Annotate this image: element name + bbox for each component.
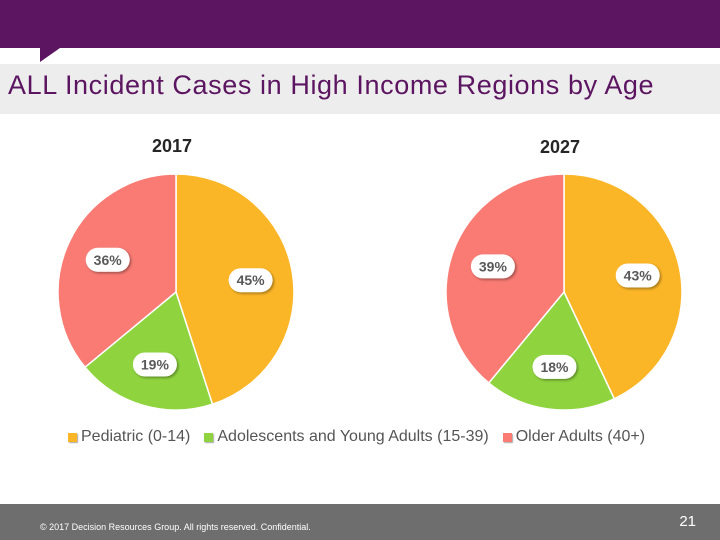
chart-title-2027: 2027 (540, 137, 580, 157)
pie-slice-adolescents-2017 (84, 290, 214, 411)
pie-charts: 45% 19% 36% 2017 43% 18% 39% 2027 (57, 136, 683, 411)
header-bar (0, 0, 720, 48)
data-label-older-2017: 36% (85, 247, 130, 272)
legend-swatch-pediatric (68, 432, 77, 442)
legend-label-older: Older Adults (40+) (515, 428, 646, 445)
header-notch (40, 48, 60, 62)
title-band (0, 64, 720, 114)
legend-label-adolescents: Adolescents and Young Adults (15-39) (217, 428, 489, 445)
footer-bar: © 2017 Decision Resources Group. All rig… (0, 504, 720, 540)
data-label-pediatric-2017: 45% (228, 268, 273, 293)
legend-item-pediatric: Pediatric (0-14) (68, 428, 190, 446)
pie-slice-adolescents-2027 (487, 290, 616, 411)
data-label-adolescents-2017: 19% (132, 352, 177, 377)
svg-text:45%: 45% (237, 272, 266, 288)
chart-title-2017: 2017 (152, 136, 192, 156)
svg-text:18%: 18% (540, 359, 569, 375)
svg-text:36%: 36% (94, 252, 123, 268)
data-label-older-2027: 39% (470, 254, 515, 279)
legend-label-pediatric: Pediatric (0-14) (81, 428, 191, 445)
legend-item-adolescents: Adolescents and Young Adults (15-39) (204, 428, 489, 446)
pie-slice-older-2027 (445, 173, 565, 384)
data-label-adolescents-2027: 18% (532, 354, 577, 379)
page-number: 21 (679, 513, 696, 530)
svg-text:19%: 19% (141, 357, 170, 373)
data-label-pediatric-2027: 43% (615, 263, 660, 288)
legend-item-older: Older Adults (40+) (502, 428, 646, 446)
svg-text:39%: 39% (479, 258, 508, 274)
legend-swatch-older (502, 432, 512, 442)
footer-copyright: © 2017 Decision Resources Group. All rig… (40, 522, 311, 532)
svg-text:43%: 43% (624, 268, 653, 284)
legend-swatch-adolescents (204, 432, 214, 442)
slide-title: ALL Incident Cases in High Income Region… (8, 70, 655, 100)
legend: Pediatric (0-14) Adolescents and Young A… (68, 428, 645, 446)
